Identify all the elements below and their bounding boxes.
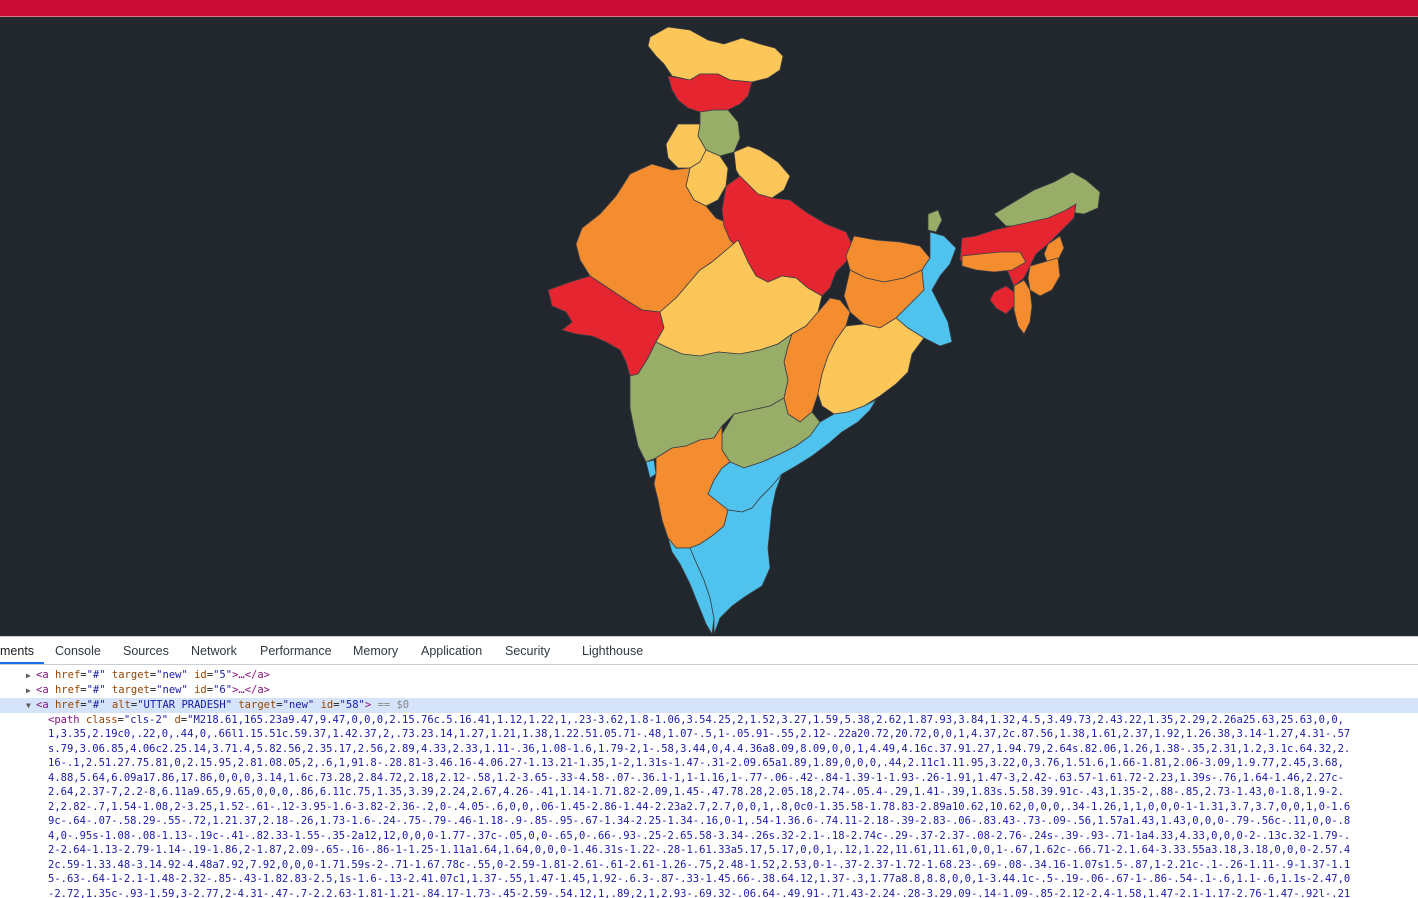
active-tab-indicator — [0, 662, 44, 664]
state-odisha[interactable] — [817, 317, 925, 415]
india-map — [547, 26, 1101, 636]
state-manipur[interactable] — [1027, 257, 1061, 297]
tab-lighthouse[interactable]: Lighthouse — [582, 644, 644, 658]
path-data-text: 1,3.35,2.19c0,.22,0,.44,0,.66l1.15.51c.5… — [48, 728, 1351, 898]
state-sikkim[interactable] — [927, 209, 943, 233]
tab-memory[interactable]: Memory — [353, 644, 399, 658]
elements-tree: ▶ <a href="#" target="new" id="5">…</a> ▶… — [0, 665, 1418, 898]
state-meghalaya[interactable] — [961, 251, 1027, 273]
state-karnataka[interactable] — [653, 424, 731, 549]
state-tripura[interactable] — [989, 285, 1015, 315]
map-viewport — [0, 17, 1418, 636]
state-goa[interactable] — [645, 459, 657, 479]
top-bar-divider — [0, 16, 1418, 17]
state-tamil-nadu[interactable] — [689, 473, 783, 635]
tab-console[interactable]: Console — [55, 644, 101, 658]
tab-sources[interactable]: Sources — [123, 644, 169, 658]
path-node-row[interactable]: <path class="cls-2" d="M218.61,165.23a9.… — [48, 714, 1344, 726]
state-mizoram[interactable] — [1013, 279, 1033, 335]
expand-triangle-icon[interactable]: ▶ — [26, 671, 31, 680]
state-west-bengal[interactable] — [895, 231, 957, 347]
expand-triangle-icon[interactable]: ▶ — [26, 686, 31, 695]
browser-top-bar — [0, 0, 1418, 16]
state-ladakh[interactable] — [647, 26, 784, 83]
tab-network[interactable]: Network — [191, 644, 237, 658]
dom-node-row[interactable]: ▶ <a href="#" target="new" id="5">…</a> — [26, 669, 270, 681]
tab-application[interactable]: Application — [421, 644, 483, 658]
devtools-panel: ments Console Sources Network Performanc… — [0, 636, 1418, 898]
tab-security[interactable]: Security — [505, 644, 551, 658]
tab-performance[interactable]: Performance — [260, 644, 332, 658]
dom-node-row-selected[interactable]: ▼ <a href="#" alt="UTTAR PRADESH" target=… — [0, 698, 1418, 713]
collapse-triangle-icon[interactable]: ▼ — [26, 701, 31, 710]
tab-elements[interactable]: ments — [0, 644, 35, 658]
devtools-tab-bar: ments Console Sources Network Performanc… — [0, 637, 1418, 665]
dom-node-row[interactable]: ▶ <a href="#" target="new" id="6">…</a> — [26, 684, 270, 696]
state-jammu-kashmir[interactable] — [667, 73, 753, 113]
